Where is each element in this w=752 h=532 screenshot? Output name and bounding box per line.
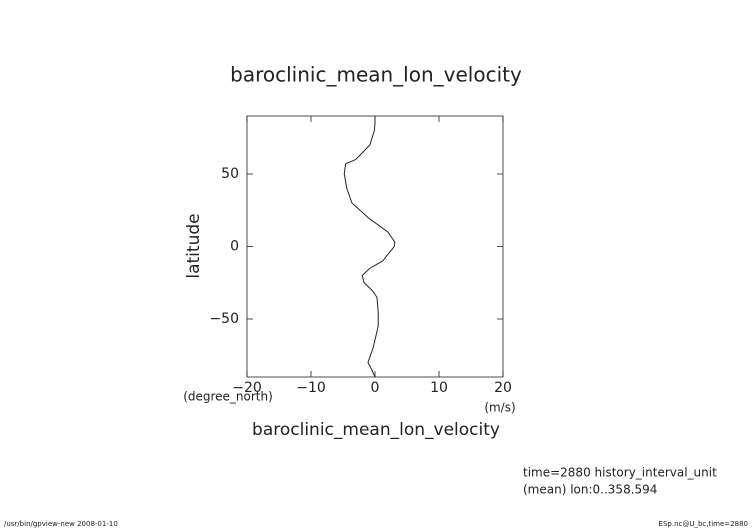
x-tick-label: 20: [494, 380, 512, 396]
y-tick-label: 0: [230, 239, 239, 255]
footer-right: ESp.nc@U_bc,time=2880: [659, 520, 748, 528]
x-axis-label: baroclinic_mean_lon_velocity: [252, 420, 500, 440]
chart-title: baroclinic_mean_lon_velocity: [230, 63, 522, 87]
annotation: (mean) lon:0..358.594: [523, 483, 657, 497]
y-tick-label: −50: [209, 311, 239, 327]
footer-left: /usr/bin/gpview-new 2008-01-10: [4, 520, 118, 528]
y-axis-unit: (degree_north): [183, 390, 273, 404]
x-tick-label: −20: [232, 380, 262, 396]
y-axis-label: latitude: [184, 213, 204, 278]
x-tick-label: 10: [430, 380, 448, 396]
x-tick-label: 0: [371, 380, 380, 396]
y-tick-label: 50: [221, 166, 239, 182]
data-line: [343, 116, 396, 378]
x-tick-label: −10: [296, 380, 326, 396]
x-axis-unit: (m/s): [484, 401, 515, 415]
annotation: time=2880 history_interval_unit: [523, 466, 717, 480]
